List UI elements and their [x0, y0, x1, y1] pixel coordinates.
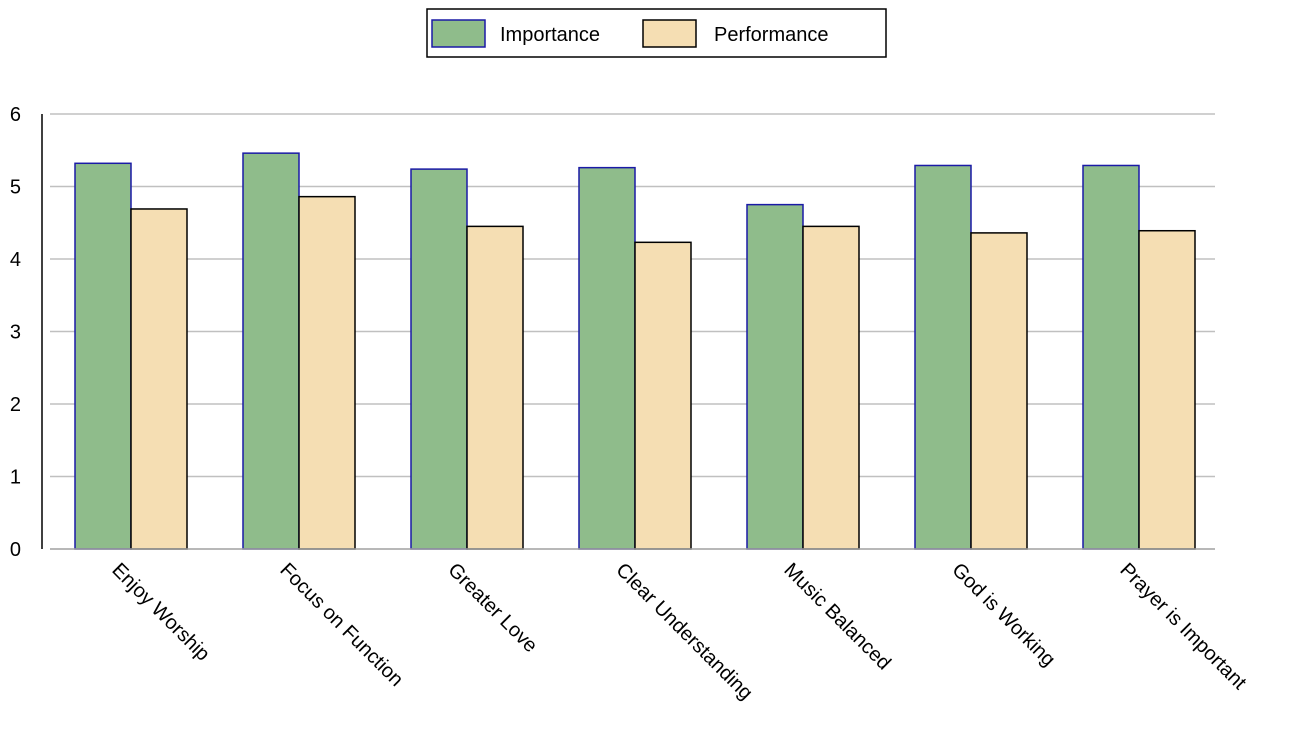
x-axis: Enjoy Worship Focus on Function Greater Lo… — [50, 548, 1251, 704]
y-tick-label: 5 — [10, 177, 21, 199]
bar-performance-2 — [298, 195, 356, 550]
x-category-label: God is Working — [947, 559, 1059, 671]
legend: Importance Performance — [426, 8, 887, 58]
y-tick-label: 6 — [10, 104, 21, 126]
bar-importance-3 — [410, 168, 468, 550]
legend-label-importance: Importance — [500, 24, 600, 46]
bar-performance-6 — [970, 232, 1028, 550]
x-category-label: Focus on Function — [275, 559, 407, 691]
x-category-label: Clear Understanding — [611, 559, 756, 704]
bar-importance-7 — [1082, 164, 1140, 550]
x-category-label: Prayer is Important — [1115, 559, 1250, 694]
bar-performance-1 — [130, 208, 188, 550]
legend-swatch-performance — [642, 19, 697, 48]
y-tick-label: 4 — [10, 249, 21, 271]
y-tick-label: 2 — [10, 394, 21, 416]
bar-performance-5 — [802, 225, 860, 550]
y-tick-label: 3 — [10, 322, 21, 344]
bar-importance-4 — [578, 166, 636, 550]
x-category-label: Enjoy Worship — [107, 559, 213, 665]
bar-importance-2 — [242, 152, 300, 550]
x-category-label: Greater Love — [443, 559, 541, 657]
bar-performance-3 — [466, 225, 524, 550]
legend-swatch-importance — [431, 19, 486, 48]
bar-performance-7 — [1138, 229, 1196, 550]
y-axis: 0 1 2 3 4 5 6 — [10, 104, 43, 561]
bar-importance-1 — [74, 162, 132, 550]
y-tick-label: 0 — [10, 539, 21, 561]
bar-importance-5 — [746, 203, 804, 550]
bar-performance-4 — [634, 241, 692, 550]
legend-label-performance: Performance — [714, 24, 829, 46]
bars — [74, 152, 1196, 550]
bar-importance-6 — [914, 164, 972, 550]
x-category-label: Music Balanced — [779, 559, 894, 674]
y-tick-label: 1 — [10, 467, 21, 489]
